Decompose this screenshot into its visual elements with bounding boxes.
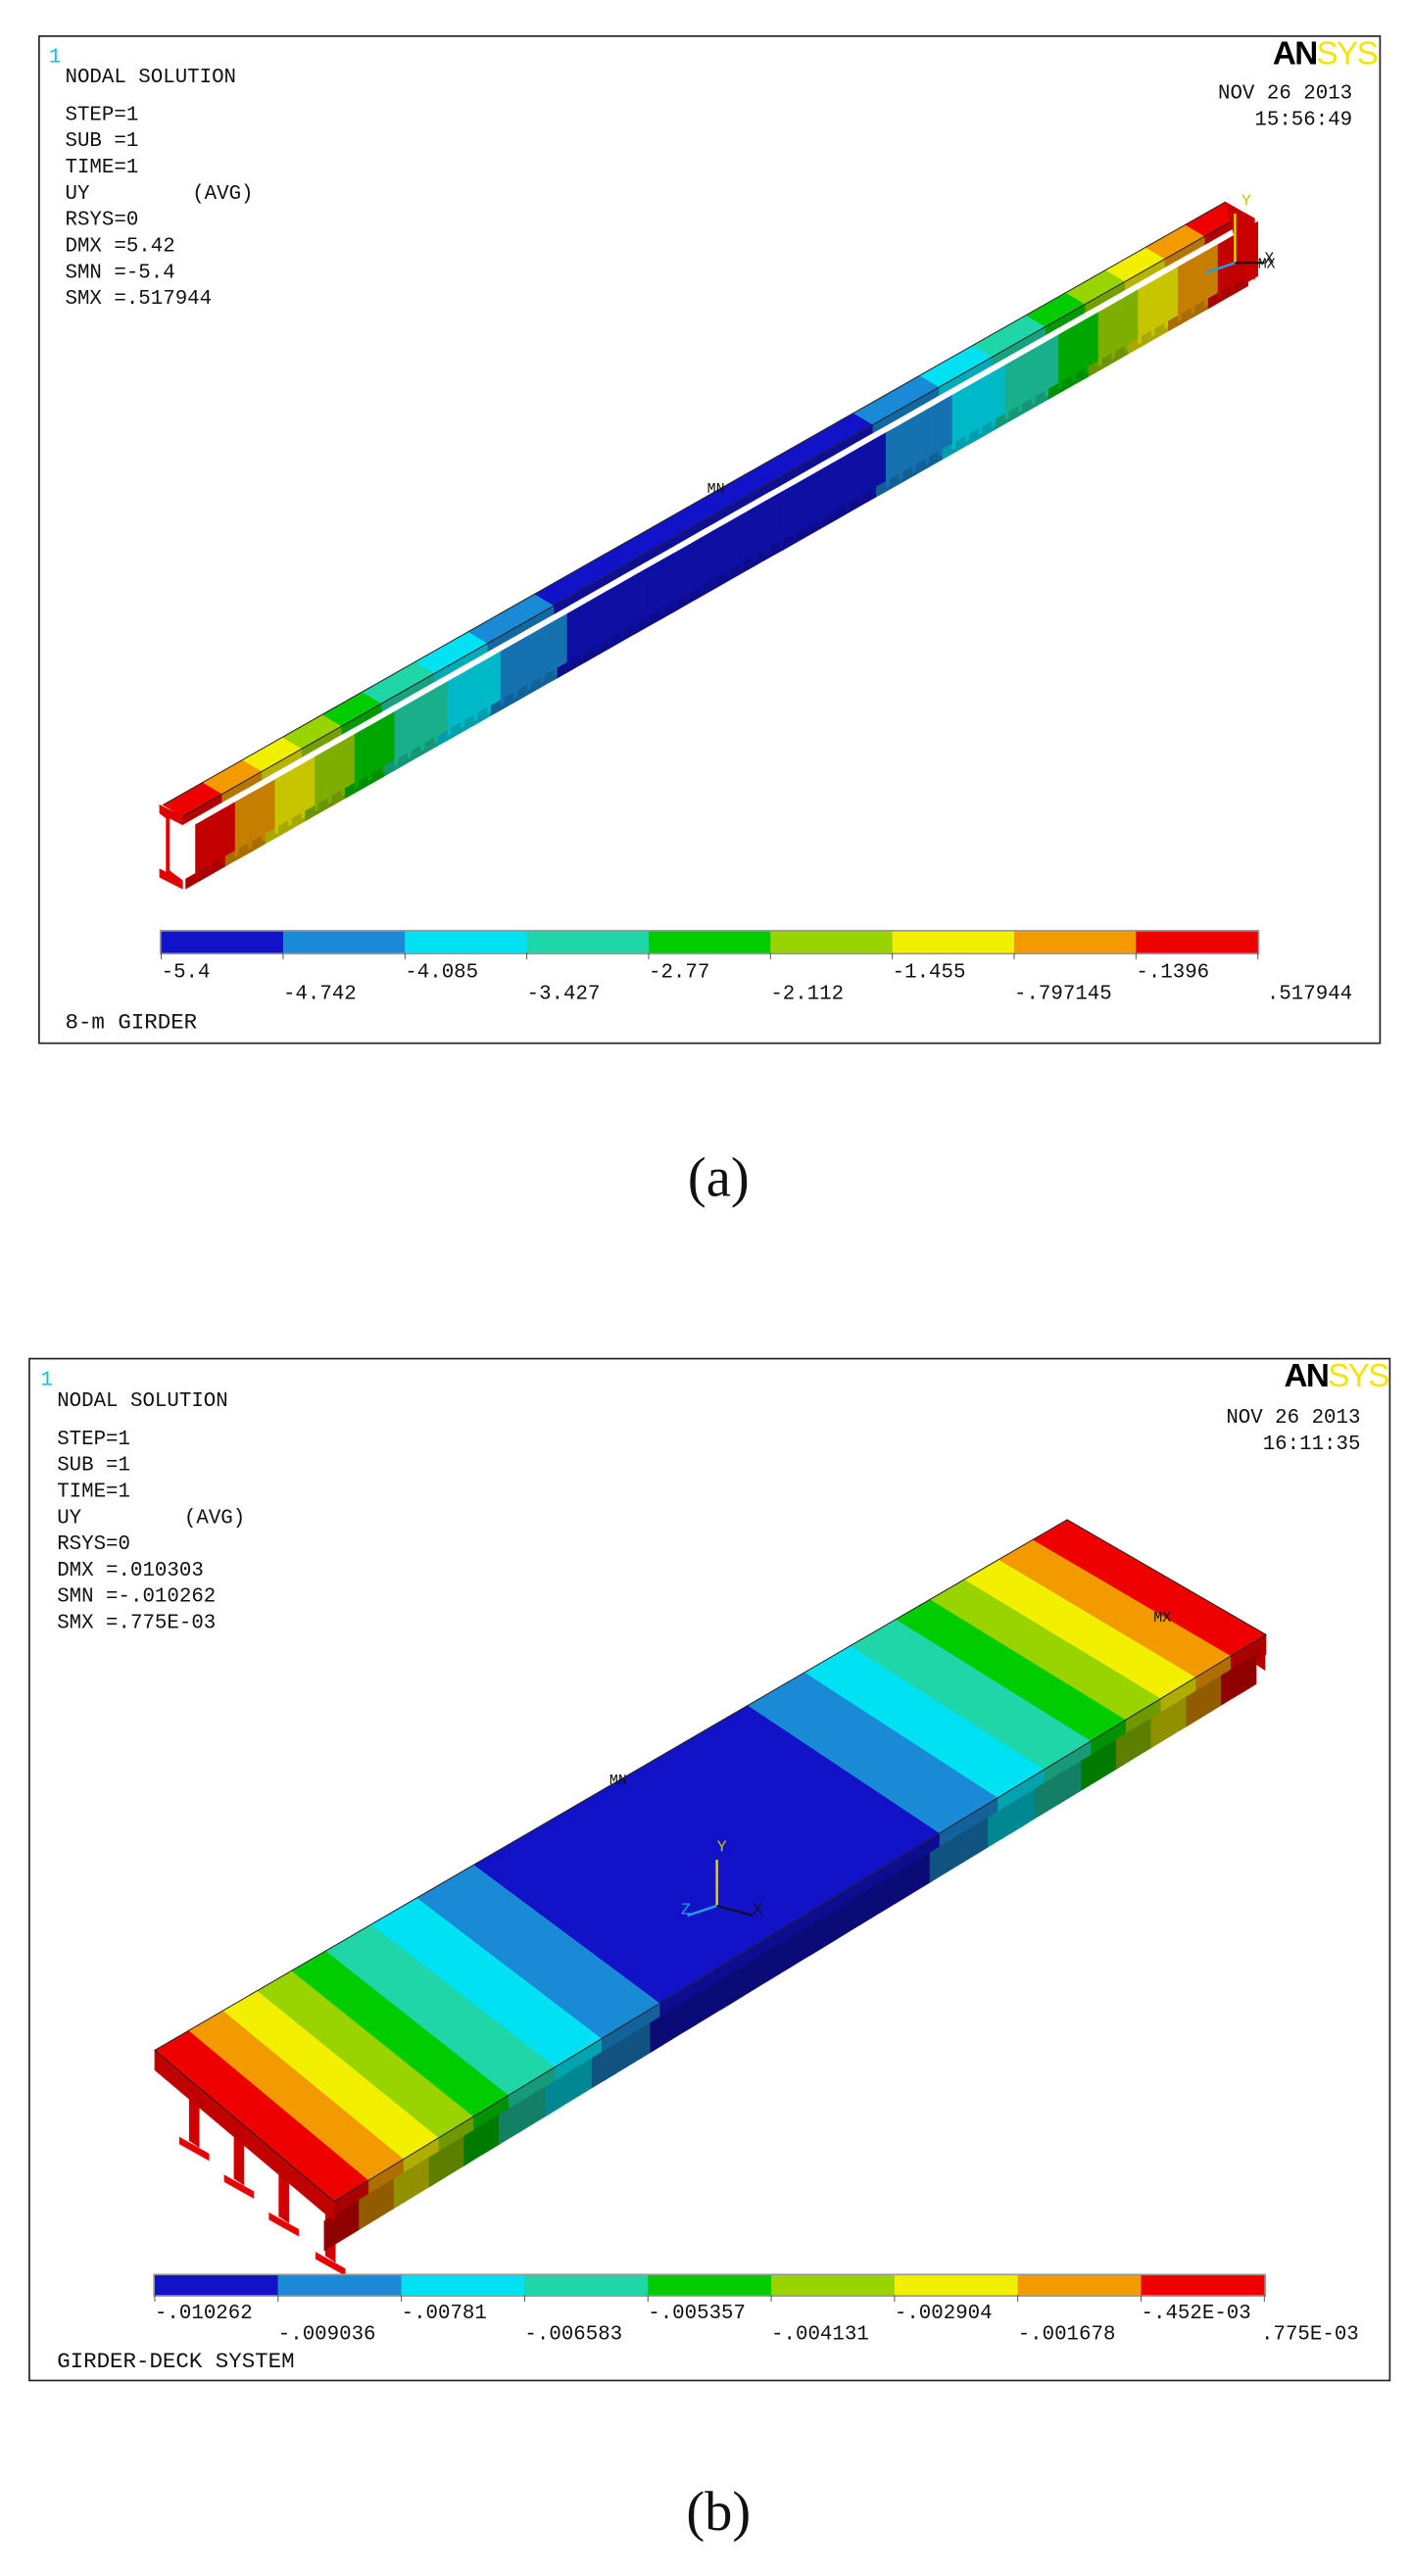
info-line: RSYS=0 bbox=[66, 210, 139, 232]
legend-label: -.004131 bbox=[771, 2323, 869, 2346]
logo-an: AN bbox=[1273, 35, 1317, 72]
info-line: SUB =1 bbox=[66, 130, 139, 153]
legend-swatch bbox=[770, 931, 893, 953]
window-number: 1 bbox=[41, 1369, 53, 1391]
legend-label: -.005357 bbox=[648, 2303, 746, 2325]
info-line: STEP=1 bbox=[57, 1429, 130, 1451]
legend-label: -.1396 bbox=[1136, 962, 1209, 985]
legend-swatch bbox=[771, 2275, 895, 2296]
info-line: RSYS=0 bbox=[57, 1533, 130, 1556]
legend-swatch bbox=[277, 2275, 402, 2296]
triad-axis bbox=[687, 1904, 718, 1918]
info-line: SMN =-.010262 bbox=[57, 1586, 216, 1609]
legend-swatch bbox=[154, 2275, 278, 2296]
legend-label: -.797145 bbox=[1014, 983, 1112, 1005]
triad-label: Y bbox=[1241, 193, 1251, 212]
legend-label: -4.085 bbox=[405, 962, 478, 985]
end-section bbox=[1224, 201, 1255, 280]
caption: (a) bbox=[688, 1146, 750, 1208]
triad-label: X bbox=[753, 1901, 762, 1920]
logo-an: AN bbox=[1285, 1358, 1329, 1394]
max-marker: MX bbox=[1258, 255, 1276, 272]
info-line: STEP=1 bbox=[66, 104, 139, 126]
end-section bbox=[159, 804, 183, 890]
legend-swatch bbox=[405, 931, 527, 953]
legend-swatch bbox=[648, 931, 771, 953]
legend-swatch bbox=[401, 2275, 525, 2296]
min-marker: MN bbox=[609, 1772, 627, 1789]
girder-flange bbox=[268, 2211, 299, 2237]
ansys-logo: ANSYS bbox=[1285, 1358, 1389, 1394]
min-marker: MN bbox=[707, 480, 725, 498]
girder-face bbox=[1243, 1653, 1257, 1692]
legend-label: .775E-03 bbox=[1261, 2323, 1359, 2346]
info-line: DMX =.010303 bbox=[57, 1560, 204, 1582]
triad-label: Z bbox=[681, 1901, 691, 1920]
legend-swatch bbox=[282, 931, 406, 953]
legend-swatch bbox=[892, 931, 1015, 953]
info-line: SUB =1 bbox=[57, 1455, 130, 1478]
legend-label: -.002904 bbox=[895, 2303, 993, 2325]
caption: (b) bbox=[686, 2481, 751, 2543]
legend-label: -1.455 bbox=[893, 962, 966, 985]
info-line: TIME=1 bbox=[66, 157, 139, 179]
max-marker: MX bbox=[1153, 1609, 1171, 1627]
legend-label: -.010262 bbox=[155, 2303, 253, 2325]
beam-edge bbox=[181, 213, 1245, 817]
triad-label: X bbox=[1264, 250, 1274, 268]
avg-label: (AVG) bbox=[184, 1507, 245, 1530]
time: 15:56:49 bbox=[1254, 109, 1352, 131]
legend-swatch bbox=[1136, 931, 1258, 953]
legend-swatch bbox=[894, 2275, 1018, 2296]
triad-axis bbox=[1205, 262, 1236, 274]
logo-sys: SYS bbox=[1317, 35, 1378, 72]
info-line: SMX =.775E-03 bbox=[57, 1613, 216, 1635]
time: 16:11:35 bbox=[1263, 1434, 1361, 1456]
legend-swatch bbox=[1017, 2275, 1142, 2296]
legend-label: -.006583 bbox=[524, 2323, 622, 2346]
girder-flange bbox=[178, 2136, 210, 2162]
legend-label: .517944 bbox=[1267, 983, 1352, 1005]
legend-label: -2.112 bbox=[770, 983, 844, 1005]
window-number: 1 bbox=[49, 47, 61, 70]
beam-edge bbox=[163, 201, 1226, 806]
legend-label: -2.77 bbox=[649, 962, 709, 985]
header: NODAL SOLUTION bbox=[66, 67, 237, 89]
ansys-logo: ANSYS bbox=[1273, 35, 1378, 72]
legend-swatch bbox=[648, 2275, 772, 2296]
triad-axis bbox=[716, 1904, 754, 1917]
header: NODAL SOLUTION bbox=[57, 1390, 228, 1413]
date: NOV 26 2013 bbox=[1218, 83, 1352, 106]
info-line: DMX =5.42 bbox=[66, 235, 175, 258]
legend-label: -4.742 bbox=[283, 983, 357, 1005]
info-line: SMX =.517944 bbox=[66, 288, 213, 311]
model-title: 8-m GIRDER bbox=[66, 1010, 198, 1036]
legend-swatch bbox=[526, 931, 649, 953]
info-line: UY bbox=[66, 183, 90, 206]
legend-swatch bbox=[524, 2275, 649, 2296]
girder-flange bbox=[223, 2174, 255, 2199]
legend-label: -.452E-03 bbox=[1142, 2303, 1251, 2325]
legend-label: -.001678 bbox=[1018, 2323, 1116, 2346]
date: NOV 26 2013 bbox=[1226, 1407, 1360, 1430]
model-title: GIRDER-DECK SYSTEM bbox=[57, 2349, 294, 2374]
legend-label: -3.427 bbox=[527, 983, 601, 1005]
legend-label: -5.4 bbox=[162, 962, 211, 985]
legend-swatch bbox=[1141, 2275, 1265, 2296]
deck-outline bbox=[154, 1519, 1267, 2203]
info-line: TIME=1 bbox=[57, 1481, 130, 1503]
legend-label: -.00781 bbox=[402, 2303, 487, 2325]
legend-label: -.009036 bbox=[278, 2323, 376, 2346]
legend-swatch bbox=[161, 931, 283, 953]
avg-label: (AVG) bbox=[192, 183, 253, 206]
legend-swatch bbox=[1014, 931, 1137, 953]
info-line: UY bbox=[57, 1507, 81, 1530]
logo-sys: SYS bbox=[1328, 1358, 1388, 1394]
triad-label: Y bbox=[717, 1839, 727, 1858]
info-line: SMN =-5.4 bbox=[66, 262, 175, 284]
